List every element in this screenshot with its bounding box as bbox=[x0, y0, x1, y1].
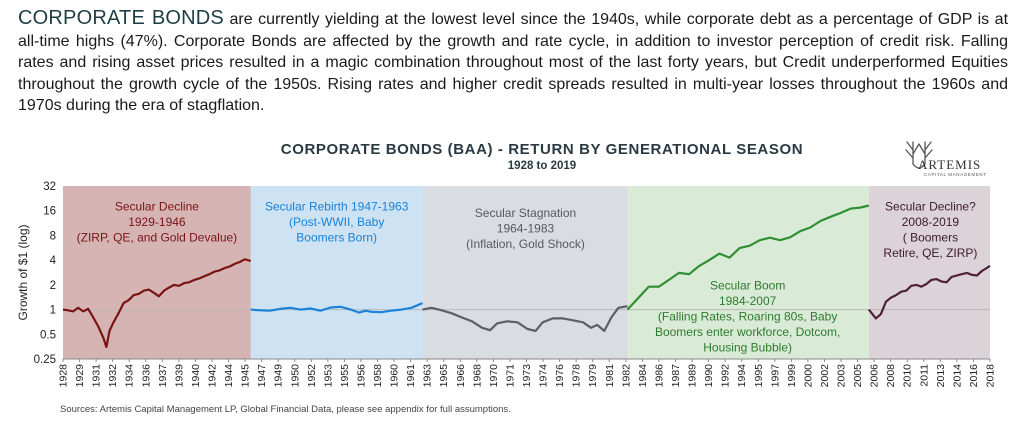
season-label-decline: Secular Decline 1929-1946 (ZIRP, QE, and G… bbox=[77, 200, 238, 245]
x-tick-label: 1929 bbox=[74, 364, 86, 388]
series-line-boom bbox=[626, 204, 870, 311]
x-tick-label: 1955 bbox=[339, 364, 351, 388]
y-tick-label: 2 bbox=[50, 280, 56, 292]
season-band-boom bbox=[627, 186, 869, 359]
x-tick-label: 2016 bbox=[968, 364, 980, 388]
x-tick-label: 2018 bbox=[985, 364, 997, 388]
stag-antlers-icon bbox=[905, 141, 933, 169]
x-tick-label: 1986 bbox=[653, 364, 665, 388]
season-band-decline bbox=[63, 186, 251, 359]
x-tick-label: 1945 bbox=[240, 364, 252, 388]
season-labels: Secular Decline 1929-1946 (ZIRP, QE, and G… bbox=[77, 200, 978, 355]
x-tick-label: 2006 bbox=[869, 364, 881, 388]
x-tick-label: 1947 bbox=[256, 364, 268, 388]
chart-subtitle: 1928 to 2019 bbox=[507, 160, 577, 172]
x-tick-label: 2000 bbox=[802, 364, 814, 388]
season-band-stagnation bbox=[422, 186, 628, 359]
x-tick-label: 1999 bbox=[786, 364, 798, 388]
x-tick-label: 2003 bbox=[836, 364, 848, 388]
x-tick-label: 2010 bbox=[902, 364, 914, 388]
x-tick-label: 1970 bbox=[488, 364, 500, 388]
source-note: Sources: Artemis Capital Management LP, … bbox=[60, 404, 511, 415]
x-tick-label: 1937 bbox=[157, 364, 169, 388]
x-tick-label: 1973 bbox=[521, 364, 533, 388]
x-axis: 1928 1929 1931 1932 1934 1936 1937 1939 1940 1942… bbox=[58, 358, 997, 388]
x-tick-label: 1940 bbox=[190, 364, 202, 388]
x-tick-label: 1990 bbox=[703, 364, 715, 388]
intro-lead: CORPORATE BONDS bbox=[18, 7, 224, 29]
season-bands bbox=[63, 186, 990, 359]
x-tick-label: 2013 bbox=[935, 364, 947, 388]
series-line-decline bbox=[62, 258, 252, 349]
x-tick-label: 1944 bbox=[223, 364, 235, 388]
y-tick-label: 0.5 bbox=[40, 329, 56, 341]
y-tick-label: 0.25 bbox=[34, 354, 56, 366]
x-tick-label: 1968 bbox=[471, 364, 483, 388]
x-tick-label: 1961 bbox=[405, 364, 417, 388]
season-band-decline2 bbox=[868, 186, 990, 359]
logo-name: ARTEMIS bbox=[918, 157, 982, 172]
x-tick-label: 1974 bbox=[538, 364, 550, 388]
x-tick-label: 1965 bbox=[438, 364, 450, 388]
season-label-boom: Secular Boom 1984-2007 (Falling Rates, Roa… bbox=[655, 279, 840, 355]
x-tick-label: 1934 bbox=[124, 364, 136, 388]
x-tick-label: 2011 bbox=[918, 364, 930, 387]
x-tick-label: 1960 bbox=[389, 364, 401, 388]
x-tick-label: 1953 bbox=[322, 364, 334, 388]
logo-sub: CAPITAL MANAGEMENT bbox=[924, 172, 987, 177]
series-line-stagnation bbox=[422, 305, 628, 332]
season-label-rebirth: Secular Rebirth 1947-1963 (Post-WWII, Bab… bbox=[265, 200, 409, 245]
x-tick-label: 1982 bbox=[620, 364, 632, 388]
x-tick-label: 1963 bbox=[422, 364, 434, 388]
x-tick-label: 1989 bbox=[687, 364, 699, 388]
x-tick-label: 1992 bbox=[720, 364, 732, 388]
x-tick-label: 2014 bbox=[951, 364, 963, 388]
x-tick-label: 1981 bbox=[604, 364, 616, 388]
x-tick-label: 1976 bbox=[554, 364, 566, 388]
y-axis-label: Growth of $1 (log) bbox=[16, 224, 30, 320]
y-tick-label: 32 bbox=[43, 181, 56, 193]
y-axis: 32 16 8 4 2 1 0.5 0.25 bbox=[34, 181, 57, 366]
intro-text: are currently yielding at the lowest lev… bbox=[18, 11, 1009, 114]
x-tick-label: 1994 bbox=[736, 364, 748, 388]
x-tick-label: 1939 bbox=[173, 364, 185, 388]
y-tick-label: 8 bbox=[50, 230, 56, 242]
x-tick-label: 2005 bbox=[852, 364, 864, 388]
x-tick-label: 2008 bbox=[885, 364, 897, 388]
x-tick-label: 1995 bbox=[753, 364, 765, 388]
x-tick-label: 1949 bbox=[273, 364, 285, 388]
season-band-rebirth bbox=[250, 186, 423, 359]
series-line-decline2 bbox=[867, 264, 991, 320]
season-label-decline2: Secular Decline? 2008-2019( Boomers Retire… bbox=[883, 200, 977, 261]
x-tick-label: 1936 bbox=[140, 364, 152, 388]
y-tick-label: 4 bbox=[50, 255, 57, 267]
x-tick-label: 1984 bbox=[637, 364, 649, 388]
y-tick-label: 1 bbox=[50, 305, 56, 317]
x-tick-label: 1971 bbox=[504, 364, 516, 388]
x-tick-label: 1928 bbox=[58, 364, 70, 388]
intro-paragraph: CORPORATE BONDS are currently yielding a… bbox=[18, 7, 1009, 117]
x-tick-label: 1932 bbox=[107, 364, 119, 388]
x-tick-label: 1979 bbox=[587, 364, 599, 388]
x-tick-label: 1942 bbox=[207, 364, 219, 388]
x-tick-label: 1950 bbox=[289, 364, 301, 388]
x-tick-label: 1931 bbox=[91, 364, 103, 388]
x-tick-label: 2002 bbox=[819, 364, 831, 388]
x-tick-label: 1966 bbox=[455, 364, 467, 388]
x-tick-label: 1987 bbox=[670, 364, 682, 388]
x-tick-label: 1997 bbox=[769, 364, 781, 388]
season-label-stagnation: Secular Stagnation 1964-1983 (Inflation, G… bbox=[466, 206, 585, 251]
series-line-rebirth bbox=[250, 302, 423, 314]
x-tick-label: 1956 bbox=[356, 364, 368, 388]
chart-title: CORPORATE BONDS (BAA) - RETURN BY GENERA… bbox=[280, 141, 804, 158]
x-tick-label: 1952 bbox=[306, 364, 318, 388]
series-lines bbox=[62, 204, 991, 349]
x-tick-label: 1958 bbox=[372, 364, 384, 388]
x-tick-label: 1978 bbox=[571, 364, 583, 388]
y-tick-label: 16 bbox=[43, 206, 56, 218]
